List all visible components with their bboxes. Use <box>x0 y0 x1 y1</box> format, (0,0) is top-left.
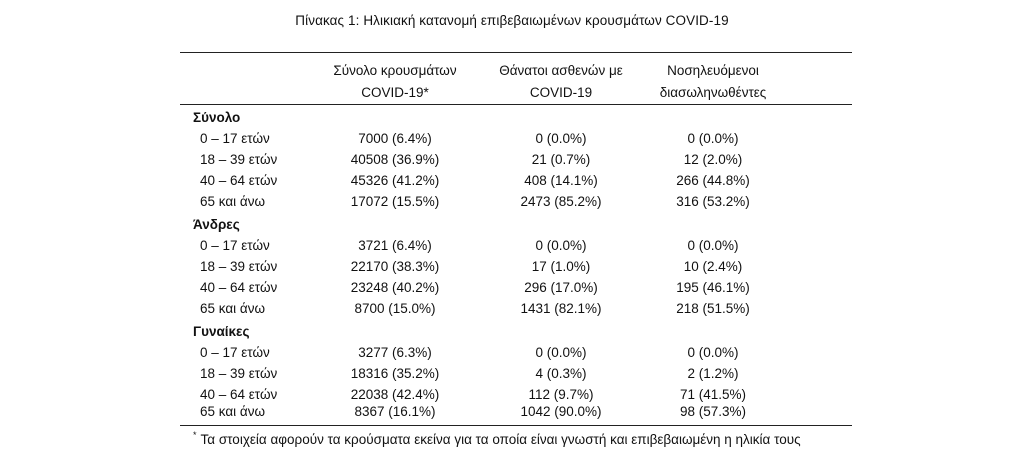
cases-cell: 22170 (38.3%) <box>350 259 440 274</box>
intubated-cell: 98 (57.3%) <box>679 404 747 419</box>
group-label-women: Γυναίκες <box>193 324 250 339</box>
age-cell: 40 – 64 ετών <box>200 280 278 295</box>
group-label-total: Σύνολο <box>193 110 241 125</box>
intubated-cell: 10 (2.4%) <box>683 259 743 274</box>
table-row: 40 – 64 ετών 23248 (40.2%) 296 (17.0%) 1… <box>0 280 1024 301</box>
table-caption: Πίνακας 1: Ηλικιακή κατανομή επιβεβαιωμέ… <box>295 13 729 28</box>
cases-cell: 45326 (41.2%) <box>350 173 440 188</box>
intubated-cell: 71 (41.5%) <box>679 387 747 402</box>
table-row: 65 και άνω 17072 (15.5%) 2473 (85.2%) 31… <box>0 194 1024 215</box>
deaths-cell: 0 (0.0%) <box>535 131 587 146</box>
intubated-cell: 0 (0.0%) <box>687 345 739 360</box>
intubated-cell: 2 (1.2%) <box>687 366 739 381</box>
column-header-deaths: Θάνατοι ασθενών με COVID-19 <box>484 60 638 104</box>
cases-cell: 40508 (36.9%) <box>350 152 440 167</box>
intubated-cell: 12 (2.0%) <box>683 152 743 167</box>
table-row: 18 – 39 ετών 40508 (36.9%) 21 (0.7%) 12 … <box>0 152 1024 173</box>
column-header-line: Θάνατοι ασθενών με <box>499 63 623 78</box>
age-cell: 0 – 17 ετών <box>200 238 270 253</box>
table-row: 65 και άνω 8367 (16.1%) 1042 (90.0%) 98 … <box>0 404 1024 425</box>
intubated-cell: 266 (44.8%) <box>676 173 750 188</box>
intubated-cell: 218 (51.5%) <box>676 301 750 316</box>
column-header-line: COVID-19 <box>529 85 593 100</box>
age-cell: 65 και άνω <box>200 301 266 316</box>
age-cell: 40 – 64 ετών <box>200 173 278 188</box>
deaths-cell: 1042 (90.0%) <box>520 404 602 419</box>
deaths-cell: 1431 (82.1%) <box>520 301 602 316</box>
table-row: 40 – 64 ετών 22038 (42.4%) 112 (9.7%) 71… <box>0 387 1024 408</box>
age-cell: 40 – 64 ετών <box>200 387 278 402</box>
intubated-cell: 316 (53.2%) <box>676 194 750 209</box>
column-header-line: Νοσηλευόμενοι <box>667 63 759 78</box>
table-row: 65 και άνω 8700 (15.0%) 1431 (82.1%) 218… <box>0 301 1024 322</box>
column-header-total-cases: Σύνολο κρουσμάτων COVID-19* <box>318 60 472 104</box>
table-row: 0 – 17 ετών 3721 (6.4%) 0 (0.0%) 0 (0.0%… <box>0 238 1024 259</box>
column-header-line: COVID-19* <box>361 85 429 100</box>
footnote-text: Τα στοιχεία αφορούν τα κρούσματα εκείνα … <box>200 432 801 447</box>
deaths-cell: 2473 (85.2%) <box>520 194 602 209</box>
deaths-cell: 4 (0.3%) <box>535 366 587 381</box>
deaths-cell: 0 (0.0%) <box>535 238 587 253</box>
deaths-cell: 112 (9.7%) <box>528 387 594 402</box>
table-row: 18 – 39 ετών 18316 (35.2%) 4 (0.3%) 2 (1… <box>0 366 1024 387</box>
cases-cell: 8367 (16.1%) <box>354 404 436 419</box>
cases-cell: 18316 (35.2%) <box>350 366 440 381</box>
footnote-mark: * <box>193 430 197 440</box>
cases-cell: 7000 (6.4%) <box>358 131 432 146</box>
age-cell: 65 και άνω <box>200 194 266 209</box>
cases-cell: 17072 (15.5%) <box>350 194 440 209</box>
table-bottom-rule <box>180 425 852 426</box>
table-row: 40 – 64 ετών 45326 (41.2%) 408 (14.1%) 2… <box>0 173 1024 194</box>
age-cell: 65 και άνω <box>200 404 266 419</box>
cases-cell: 8700 (15.0%) <box>354 301 436 316</box>
age-cell: 18 – 39 ετών <box>200 366 278 381</box>
age-cell: 18 – 39 ετών <box>200 259 278 274</box>
cases-cell: 23248 (40.2%) <box>350 280 440 295</box>
cases-cell: 3721 (6.4%) <box>358 238 432 253</box>
table-footnote: * Τα στοιχεία αφορούν τα κρούσματα εκείνα… <box>193 430 801 447</box>
group-label-men: Άνδρες <box>193 217 240 232</box>
age-cell: 18 – 39 ετών <box>200 152 278 167</box>
deaths-cell: 21 (0.7%) <box>531 152 591 167</box>
intubated-cell: 0 (0.0%) <box>687 131 739 146</box>
deaths-cell: 408 (14.1%) <box>524 173 598 188</box>
deaths-cell: 296 (17.0%) <box>524 280 598 295</box>
table-row: 0 – 17 ετών 7000 (6.4%) 0 (0.0%) 0 (0.0%… <box>0 131 1024 152</box>
deaths-cell: 0 (0.0%) <box>535 345 587 360</box>
cases-cell: 22038 (42.4%) <box>350 387 440 402</box>
table-header-rule <box>180 104 852 105</box>
deaths-cell: 17 (1.0%) <box>531 259 591 274</box>
age-cell: 0 – 17 ετών <box>200 131 270 146</box>
cases-cell: 3277 (6.3%) <box>358 345 432 360</box>
table-row: 18 – 39 ετών 22170 (38.3%) 17 (1.0%) 10 … <box>0 259 1024 280</box>
table-top-rule <box>180 52 852 53</box>
age-cell: 0 – 17 ετών <box>200 345 270 360</box>
table-row: 0 – 17 ετών 3277 (6.3%) 0 (0.0%) 0 (0.0%… <box>0 345 1024 366</box>
column-header-line: Σύνολο κρουσμάτων <box>333 63 457 78</box>
column-header-line: διασωληνωθέντες <box>659 85 767 100</box>
column-header-intubated: Νοσηλευόμενοι διασωληνωθέντες <box>636 60 790 104</box>
intubated-cell: 195 (46.1%) <box>676 280 750 295</box>
intubated-cell: 0 (0.0%) <box>687 238 739 253</box>
